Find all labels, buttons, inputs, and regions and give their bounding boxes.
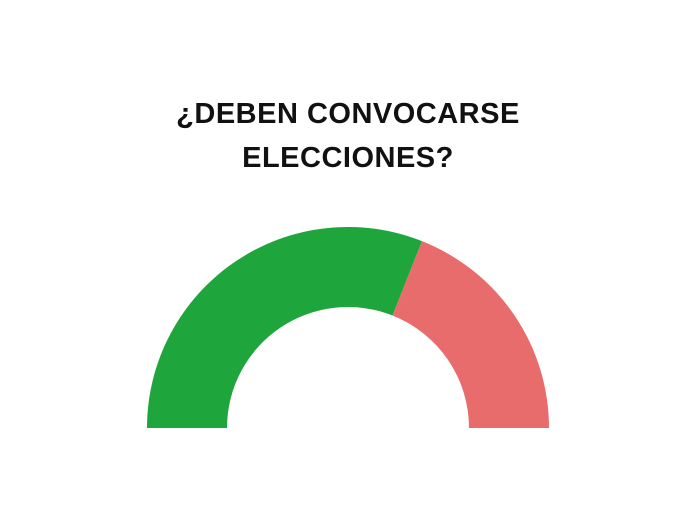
gauge-slice-2 (392, 241, 549, 428)
gauge-slices (147, 227, 549, 428)
chart-title-line-1: ¿DEBEN CONVOCARSE (176, 98, 520, 130)
gauge-slice-1 (147, 227, 422, 428)
chart-title-line-2: ELECCIONES? (242, 142, 454, 174)
chart-title: ¿DEBEN CONVOCARSE ELECCIONES? (0, 92, 696, 180)
